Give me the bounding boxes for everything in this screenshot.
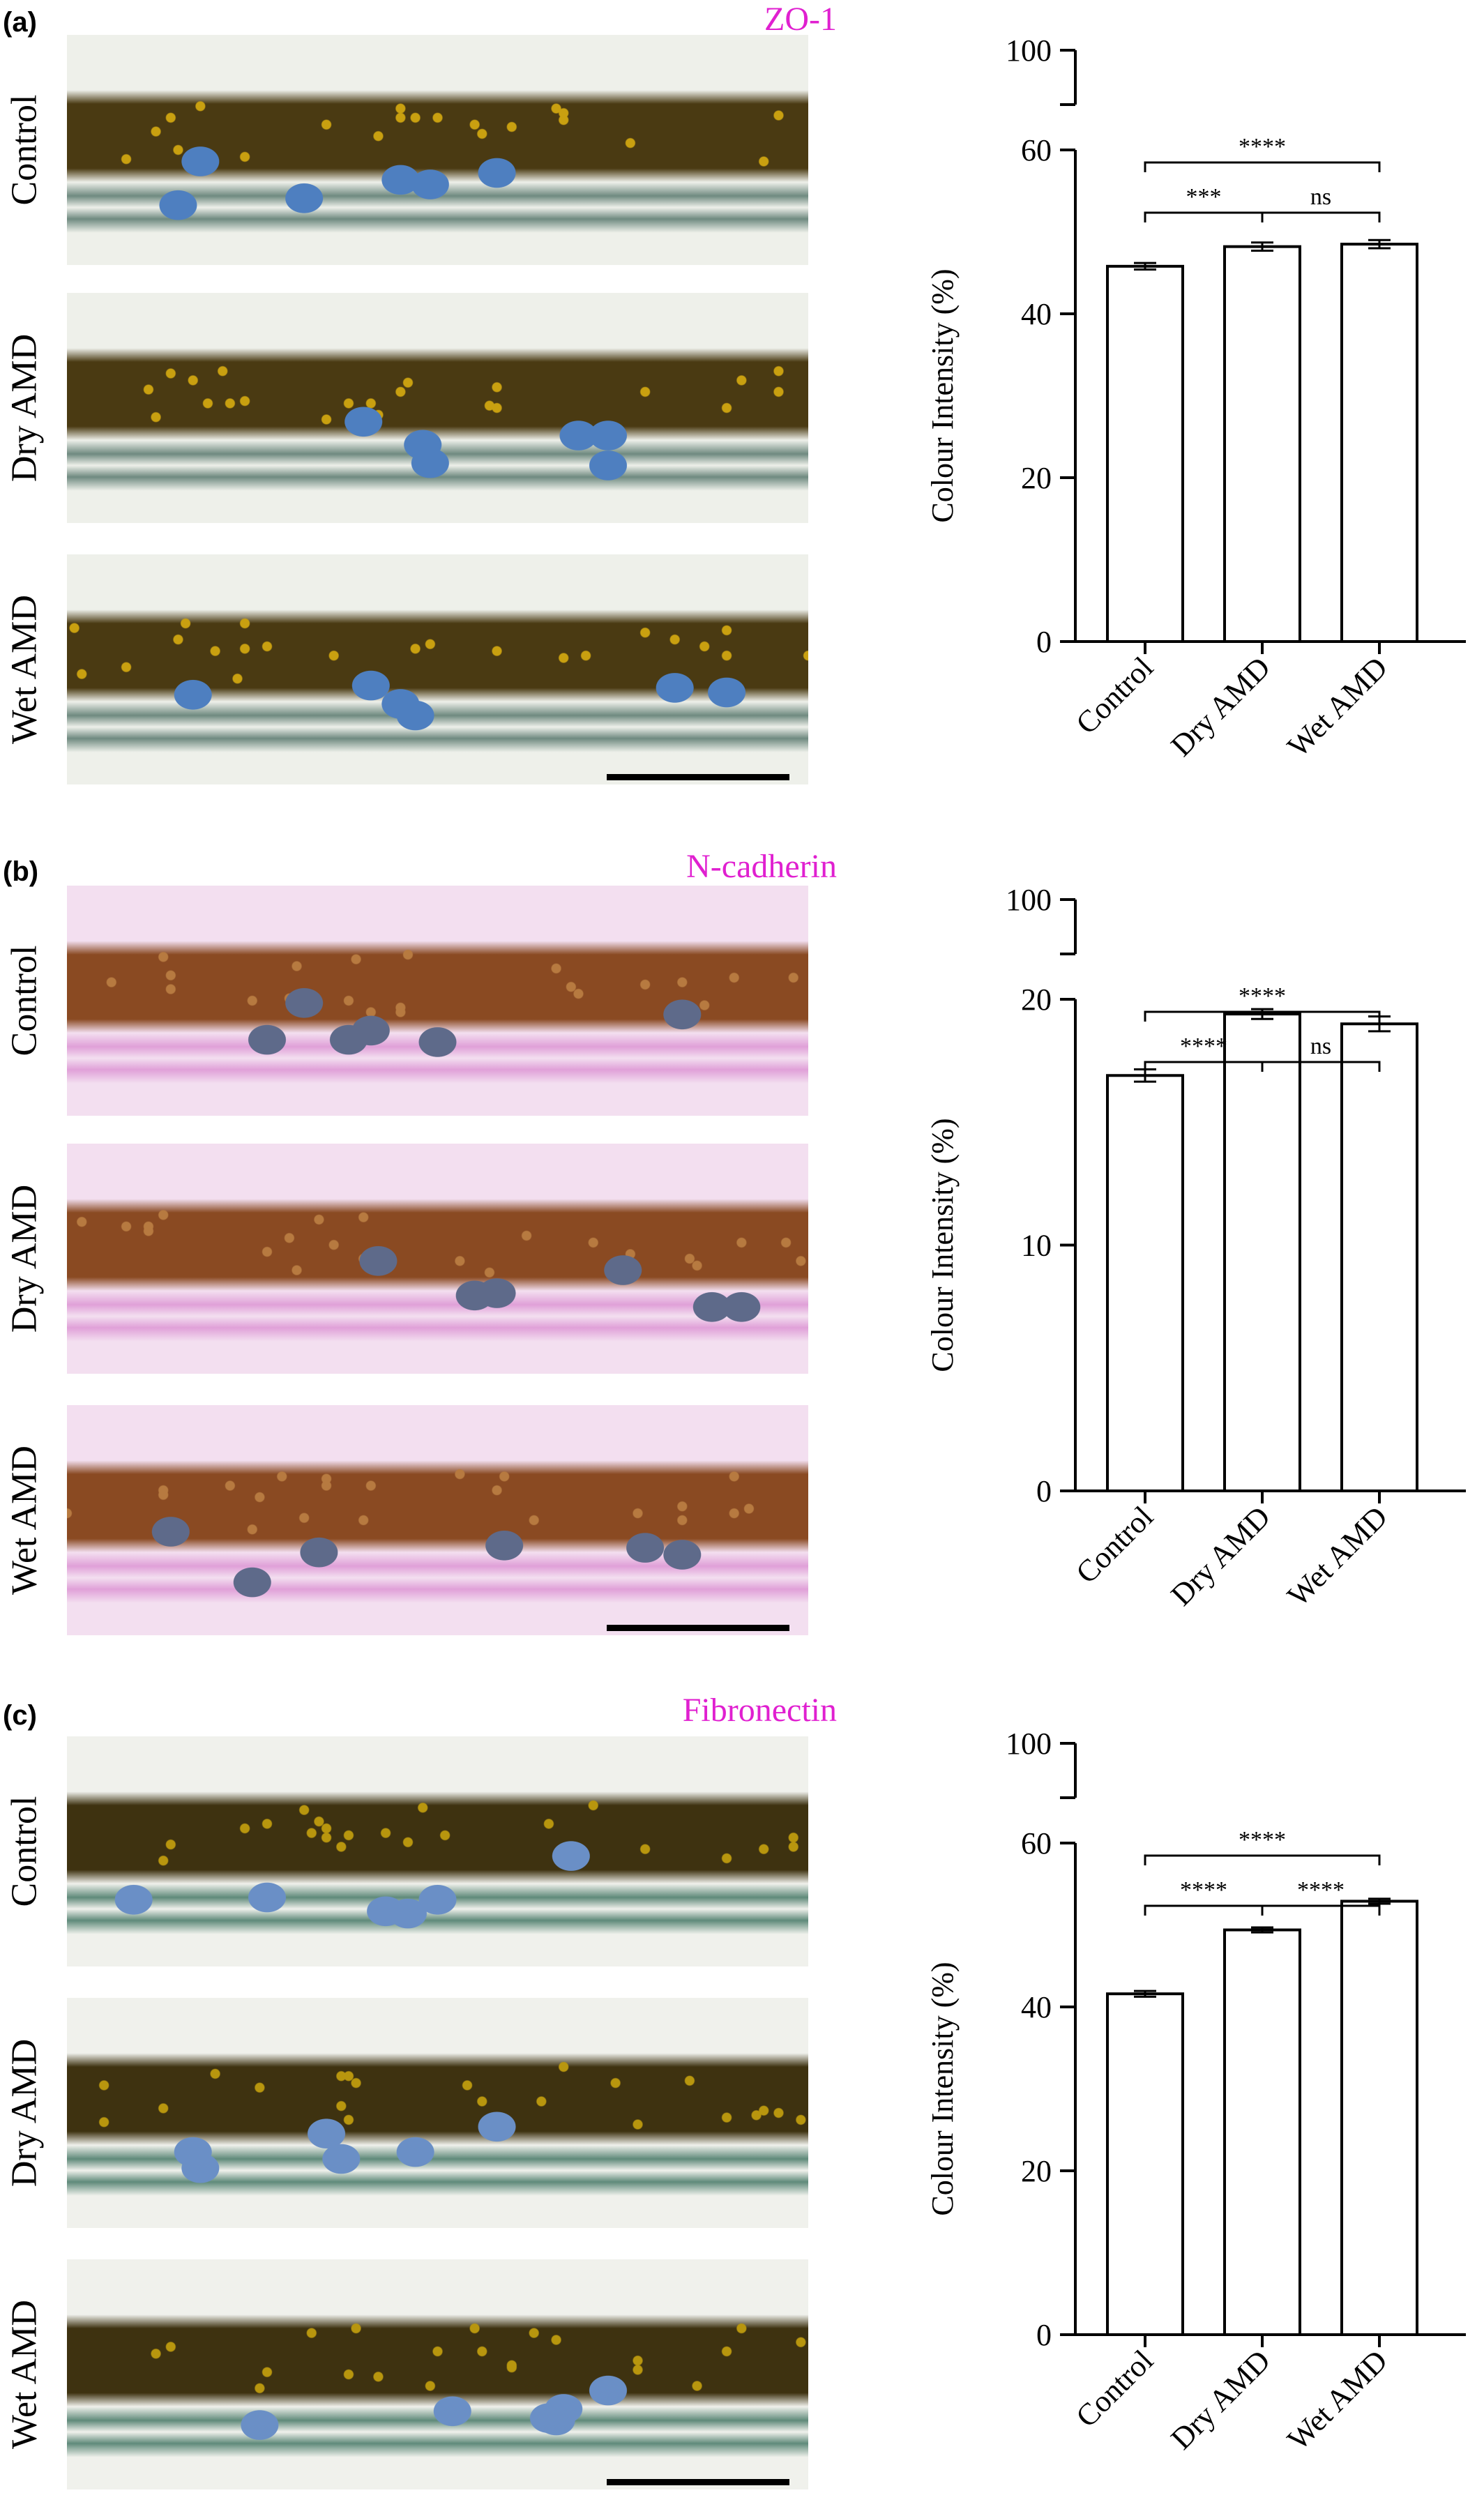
significance-label: ****: [1239, 1827, 1286, 1853]
panel-b-row-label-wet-amd: Wet AMD: [4, 1446, 45, 1595]
panel-c-stain-name: Fibronectin: [682, 1692, 837, 1729]
y-tick-label: 10: [1021, 1229, 1052, 1263]
x-tick-label: Dry AMD: [1164, 1499, 1277, 1612]
significance-label: ****: [1239, 134, 1286, 160]
significance-bracket: [1144, 211, 1264, 222]
panel-a-row-label-control: Control: [4, 94, 45, 206]
significance-bracket: [1144, 1010, 1381, 1022]
panel-a-letter: (a): [3, 7, 37, 38]
panel-b-micrograph-dry-amd: [67, 1144, 808, 1374]
panel-c-letter: (c): [3, 1700, 37, 1731]
panel-a-scale-bar: [607, 774, 789, 780]
panel-c-micrograph-wet-amd: [67, 2259, 808, 2489]
panel-a-micrograph-wet-amd: [67, 554, 808, 784]
significance-bracket: [1261, 211, 1381, 222]
panel-c-chart: 0 20 40 60 100 Colour Intensity (%) Control Dry…: [925, 1727, 1466, 2457]
panel-c-micrograph-control: [67, 1736, 808, 1966]
x-tick-label: Wet AMD: [1280, 1499, 1394, 1613]
bar: [1223, 1928, 1301, 2336]
y-tick-label: 60: [1021, 133, 1052, 167]
panel-a-row-label-wet-amd: Wet AMD: [4, 595, 45, 744]
bar: [1106, 264, 1184, 644]
panel-b-letter: (b): [3, 856, 39, 887]
x-tick-label: Wet AMD: [1280, 650, 1394, 764]
bar: [1340, 243, 1418, 643]
panel-b-chart: 0 10 20 100 Colour Intensity (%) Control Dry A…: [925, 883, 1466, 1613]
bar: [1340, 1022, 1418, 1492]
panel-b-micrograph-control: [67, 886, 808, 1116]
x-tick-label: Wet AMD: [1280, 2343, 1394, 2457]
bar: [1223, 1013, 1301, 1492]
significance-label: ****: [1239, 983, 1286, 1009]
significance-label: ***: [1186, 184, 1222, 210]
x-tick-label: Dry AMD: [1164, 2343, 1277, 2456]
panel-c-row-label-control: Control: [4, 1796, 45, 1907]
bar: [1223, 245, 1301, 643]
y-tick-label: 0: [1036, 625, 1052, 659]
y-tick-label: 60: [1021, 1826, 1052, 1860]
panel-b-row-label-control: Control: [4, 945, 45, 1056]
bar: [1340, 1900, 1418, 2336]
significance-bracket: [1144, 1904, 1264, 1916]
y-tick-label: 20: [1021, 2154, 1052, 2188]
panel-c-scale-bar: [607, 2479, 789, 2485]
panel-a-row-label-dry-amd: Dry AMD: [4, 333, 45, 483]
panel-b-row-label-dry-amd: Dry AMD: [4, 1184, 45, 1333]
significance-bracket: [1261, 1061, 1381, 1072]
panel-a-micrograph-control: [67, 35, 808, 265]
panel-c-row-label-dry-amd: Dry AMD: [4, 2038, 45, 2188]
significance-bracket: [1144, 161, 1381, 172]
significance-label: ns: [1310, 184, 1331, 210]
panel-a-micrograph-dry-amd: [67, 293, 808, 523]
x-tick-label: Control: [1069, 650, 1160, 741]
significance-label: ns: [1310, 1033, 1331, 1059]
y-tick-label: 100: [1006, 1727, 1052, 1761]
y-tick-label: 20: [1021, 983, 1052, 1017]
y-tick-label: 0: [1036, 1474, 1052, 1508]
significance-label: ****: [1297, 1877, 1345, 1903]
y-axis-label: Colour Intensity (%): [925, 1962, 960, 2215]
y-axis-label: Colour Intensity (%): [925, 268, 960, 522]
bar: [1106, 1074, 1184, 1492]
panel-b-scale-bar: [607, 1625, 789, 1631]
x-tick-label: Control: [1069, 1499, 1160, 1590]
panel-a-stain-name: ZO-1: [764, 1, 837, 38]
y-axis-label: Colour Intensity (%): [925, 1118, 960, 1372]
panel-b-stain-name: N-cadherin: [686, 848, 837, 885]
significance-label: ****: [1180, 1877, 1227, 1903]
y-tick-label: 0: [1036, 2318, 1052, 2352]
y-tick-label: 40: [1021, 1990, 1052, 2024]
bar: [1106, 1992, 1184, 2336]
significance-bracket: [1144, 1854, 1381, 1865]
panel-c-micrograph-dry-amd: [67, 1998, 808, 2228]
panel-c-row-label-wet-amd: Wet AMD: [4, 2300, 45, 2449]
x-tick-label: Dry AMD: [1164, 650, 1277, 763]
y-tick-label: 20: [1021, 461, 1052, 495]
significance-bracket: [1261, 1904, 1381, 1916]
x-tick-label: Control: [1069, 2343, 1160, 2434]
panel-b-micrograph-wet-amd: [67, 1405, 808, 1635]
significance-label: ****: [1180, 1033, 1227, 1059]
panel-a-chart: 0 20 40 60 100 Colour Intensity (%) Control Dry…: [925, 33, 1466, 764]
y-tick-label: 100: [1006, 883, 1052, 917]
y-tick-label: 100: [1006, 33, 1052, 68]
y-tick-label: 40: [1021, 297, 1052, 331]
